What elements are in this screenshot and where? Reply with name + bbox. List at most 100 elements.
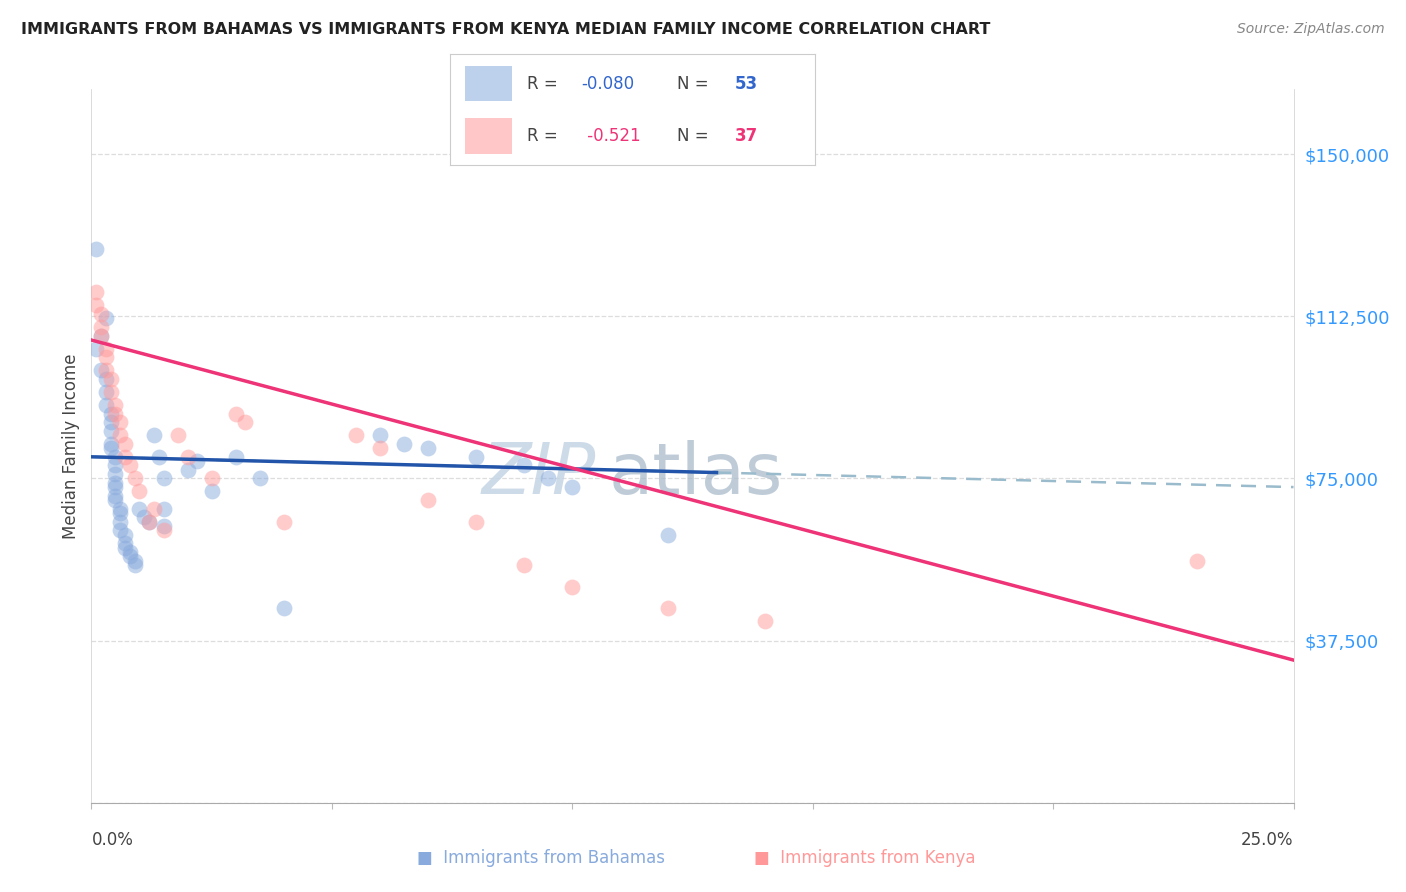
Point	[100, 424, 122, 438]
Point	[152, 471, 174, 485]
Point	[104, 480, 127, 494]
Point	[90, 328, 112, 343]
Point	[90, 363, 112, 377]
Point	[84, 298, 107, 312]
Point	[152, 524, 174, 538]
Point	[416, 493, 439, 508]
Point	[167, 428, 190, 442]
Point	[128, 501, 150, 516]
Point	[110, 501, 132, 516]
Text: atlas: atlas	[609, 440, 783, 509]
Point	[114, 541, 136, 555]
Text: N =: N =	[676, 127, 713, 145]
Point	[90, 320, 112, 334]
Point	[249, 471, 271, 485]
Text: ■  Immigrants from Kenya: ■ Immigrants from Kenya	[754, 849, 976, 867]
Point	[186, 454, 208, 468]
Point	[118, 545, 141, 559]
Point	[110, 415, 132, 429]
Point	[114, 437, 136, 451]
Text: ■  Immigrants from Bahamas: ■ Immigrants from Bahamas	[418, 849, 665, 867]
Point	[128, 484, 150, 499]
Point	[94, 363, 117, 377]
Point	[114, 450, 136, 464]
Text: ZIP: ZIP	[482, 440, 596, 509]
Point	[124, 553, 146, 567]
Point	[124, 471, 146, 485]
Point	[104, 458, 127, 473]
Point	[94, 372, 117, 386]
Text: 53: 53	[735, 75, 758, 93]
Point	[124, 558, 146, 572]
Point	[138, 515, 160, 529]
Point	[110, 506, 132, 520]
Point	[152, 501, 174, 516]
Point	[110, 428, 132, 442]
Text: R =: R =	[527, 75, 562, 93]
Point	[513, 558, 536, 572]
Point	[100, 372, 122, 386]
Point	[142, 428, 165, 442]
Point	[754, 614, 776, 628]
Point	[201, 471, 224, 485]
Point	[273, 601, 295, 615]
Point	[233, 415, 256, 429]
Point	[142, 501, 165, 516]
Point	[104, 493, 127, 508]
Text: 37: 37	[735, 127, 758, 145]
Point	[201, 484, 224, 499]
Point	[368, 428, 391, 442]
Point	[100, 437, 122, 451]
Text: 25.0%: 25.0%	[1241, 831, 1294, 849]
Point	[392, 437, 415, 451]
Point	[94, 351, 117, 365]
Point	[114, 527, 136, 541]
Point	[94, 384, 117, 399]
Point	[90, 307, 112, 321]
Text: -0.521: -0.521	[582, 127, 640, 145]
Point	[100, 441, 122, 455]
Point	[134, 510, 156, 524]
Point	[465, 515, 488, 529]
Y-axis label: Median Family Income: Median Family Income	[62, 353, 80, 539]
Point	[368, 441, 391, 455]
Point	[104, 489, 127, 503]
Point	[90, 328, 112, 343]
Point	[110, 515, 132, 529]
Point	[657, 601, 679, 615]
Text: -0.080: -0.080	[582, 75, 634, 93]
Point	[1187, 553, 1209, 567]
Point	[104, 407, 127, 421]
Point	[176, 463, 198, 477]
Point	[84, 342, 107, 356]
Text: IMMIGRANTS FROM BAHAMAS VS IMMIGRANTS FROM KENYA MEDIAN FAMILY INCOME CORRELATIO: IMMIGRANTS FROM BAHAMAS VS IMMIGRANTS FR…	[21, 22, 990, 37]
Point	[104, 398, 127, 412]
Point	[104, 467, 127, 482]
Point	[94, 398, 117, 412]
Point	[148, 450, 170, 464]
Point	[561, 580, 583, 594]
Point	[225, 450, 247, 464]
Point	[110, 524, 132, 538]
Point	[100, 407, 122, 421]
Point	[104, 450, 127, 464]
Text: Source: ZipAtlas.com: Source: ZipAtlas.com	[1237, 22, 1385, 37]
Point	[138, 515, 160, 529]
Point	[118, 458, 141, 473]
Point	[84, 242, 107, 256]
Bar	[464, 66, 512, 102]
Point	[94, 342, 117, 356]
Point	[225, 407, 247, 421]
Point	[537, 471, 560, 485]
Point	[561, 480, 583, 494]
Point	[118, 549, 141, 564]
Point	[344, 428, 367, 442]
Point	[273, 515, 295, 529]
Point	[152, 519, 174, 533]
Point	[100, 415, 122, 429]
Text: R =: R =	[527, 127, 562, 145]
Point	[104, 475, 127, 490]
Point	[84, 285, 107, 300]
Point	[513, 458, 536, 473]
Point	[100, 384, 122, 399]
